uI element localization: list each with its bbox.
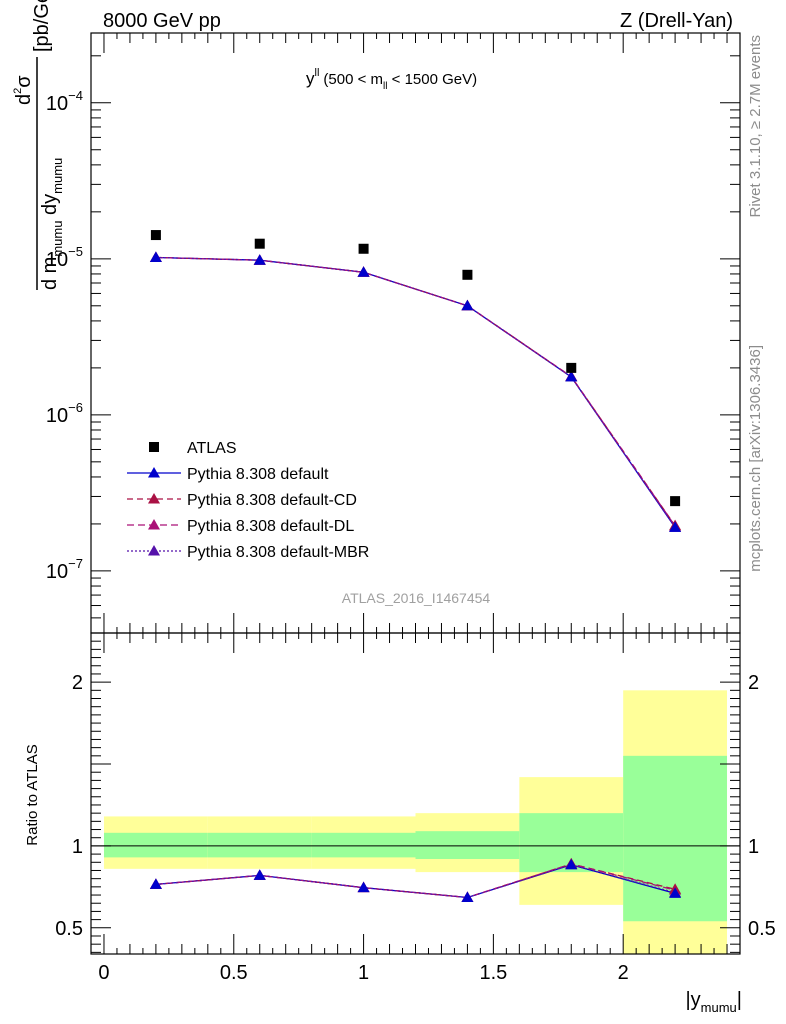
ratio-y-tick-label-2: 2: [72, 672, 83, 694]
ratio-band-inner-3: [415, 831, 520, 860]
ratio-point-default-1: [253, 869, 266, 880]
ratio-band-inner-1: [207, 832, 312, 858]
legend-label-dl: Pythia 8.308 default-DL: [187, 518, 354, 535]
plot-title-main-sup: ll: [315, 67, 320, 79]
ratio-line-mbr: [155, 864, 676, 899]
ratio-y-tick-label-right-2: 2: [748, 672, 759, 694]
analysis-id: ATLAS_2016_I1467454: [342, 590, 491, 606]
ylabel-numerator: d2σ: [12, 75, 35, 105]
ratio-bands: [103, 690, 728, 954]
header-right: Z (Drell-Yan): [620, 10, 733, 32]
legend-marker-dl: [148, 519, 160, 530]
main-point-default-1: [253, 254, 266, 265]
legend: ATLAS Pythia 8.308 default Pythia 8.308 de…: [127, 440, 369, 561]
main-point-default-4: [565, 370, 578, 382]
main-point-data-3: [462, 269, 473, 280]
ratio-y-tick-labels: 0.5 0.5 1 1 2 2: [55, 672, 776, 940]
ratio-y-tick-label-right-1: 1: [748, 836, 759, 858]
main-y-tick-label-1: 10−5: [46, 244, 83, 271]
legend-marker-mbr: [148, 545, 160, 556]
plot-title-cut-suffix: < 1500 GeV): [387, 71, 477, 88]
ratio-band-inner-2: [311, 832, 416, 858]
ylabel-unit: [pb/GeV]: [31, 0, 53, 52]
ratio-x-tick-label-4: 2: [618, 962, 629, 984]
ratio-y-tick-label-right-0: 0.5: [748, 918, 776, 940]
ratio-axis-ticks: [90, 633, 741, 954]
main-y-tick-labels: 10−4 10−5 10−6 10−7: [46, 88, 83, 583]
legend-marker-default: [148, 467, 160, 478]
plot-title-cut-sub: ll: [383, 81, 387, 92]
legend-label-mbr: Pythia 8.308 default-MBR: [187, 544, 369, 561]
legend-marker-data: [149, 442, 159, 452]
legend-marker-cd: [148, 493, 160, 504]
main-y-tick-label-3: 10−7: [46, 556, 83, 583]
main-point-default-3: [461, 299, 474, 311]
ratio-y-tick-label-1: 1: [72, 836, 83, 858]
ratio-line-dl: [155, 863, 676, 899]
main-y-axis-label: d2σ d mmumu dymumu [pb/GeV]: [12, 0, 65, 290]
main-point-default-0: [149, 251, 162, 262]
rivet-label: Rivet 3.1.10, ≥ 2.7M events: [747, 35, 764, 218]
legend-label-cd: Pythia 8.308 default-CD: [187, 492, 357, 509]
main-axis-ticks: [90, 33, 741, 634]
main-line-mbr: [155, 256, 676, 528]
ratio-frame: [90, 632, 741, 955]
main-line-dl: [155, 256, 676, 527]
main-point-data-0: [150, 230, 161, 241]
ratio-x-tick-labels: 0 0.5 1 1.5 2: [98, 962, 628, 984]
header-left: 8000 GeV pp: [103, 10, 221, 32]
main-point-default-2: [357, 266, 370, 277]
main-point-data-4: [566, 362, 577, 373]
ratio-panel: 0.5 0.5 1 1 2 2 0 0.5 1 1.5 2 Ratio to ATLAS |ymu…: [24, 632, 776, 1015]
ratio-x-tick-label-3: 1.5: [479, 962, 507, 984]
plot-title-main: y: [306, 69, 315, 88]
main-line-default: [155, 256, 676, 528]
main-frame: [90, 32, 741, 634]
ratio-x-tick-label-0: 0: [98, 962, 109, 984]
legend-label-data: ATLAS: [187, 440, 237, 457]
main-series: [149, 230, 682, 532]
main-point-data-2: [358, 243, 369, 254]
main-panel: 10−410−510−610−7 yll (500 < mll < 1500 Ge…: [12, 0, 741, 634]
ratio-point-default-3: [461, 891, 474, 902]
ratio-point-default-5: [669, 887, 682, 898]
main-point-data-5: [670, 496, 681, 507]
main-y-tick-label-2: 10−6: [46, 400, 83, 427]
ratio-x-tick-label-2: 1: [358, 962, 369, 984]
main-y-tick-label-0: 10−4: [46, 88, 83, 115]
mcplots-label: mcplots.cern.ch [arXiv:1306.3436]: [747, 345, 764, 572]
ratio-y-axis-label: Ratio to ATLAS: [24, 744, 41, 845]
ratio-y-tick-label-0: 0.5: [55, 918, 83, 940]
ratio-point-default-2: [357, 881, 370, 893]
ratio-band-inner-0: [103, 832, 208, 858]
legend-label-default: Pythia 8.308 default: [187, 466, 329, 483]
plot-title-cut: (500 < m: [323, 71, 383, 88]
ratio-point-default-4: [565, 858, 578, 870]
ratio-x-axis-label: |ymumu|: [685, 989, 742, 1015]
ratio-x-tick-label-1: 0.5: [220, 962, 248, 984]
ratio-series: [149, 857, 682, 902]
main-point-default-5: [669, 521, 682, 532]
ylabel-denominator: d mmumu dymumu: [39, 158, 65, 290]
main-point-data-1: [254, 238, 265, 249]
main-line-cd: [155, 256, 676, 527]
ratio-point-default-0: [149, 878, 162, 889]
plot-title: yll (500 < mll < 1500 GeV): [306, 67, 477, 92]
